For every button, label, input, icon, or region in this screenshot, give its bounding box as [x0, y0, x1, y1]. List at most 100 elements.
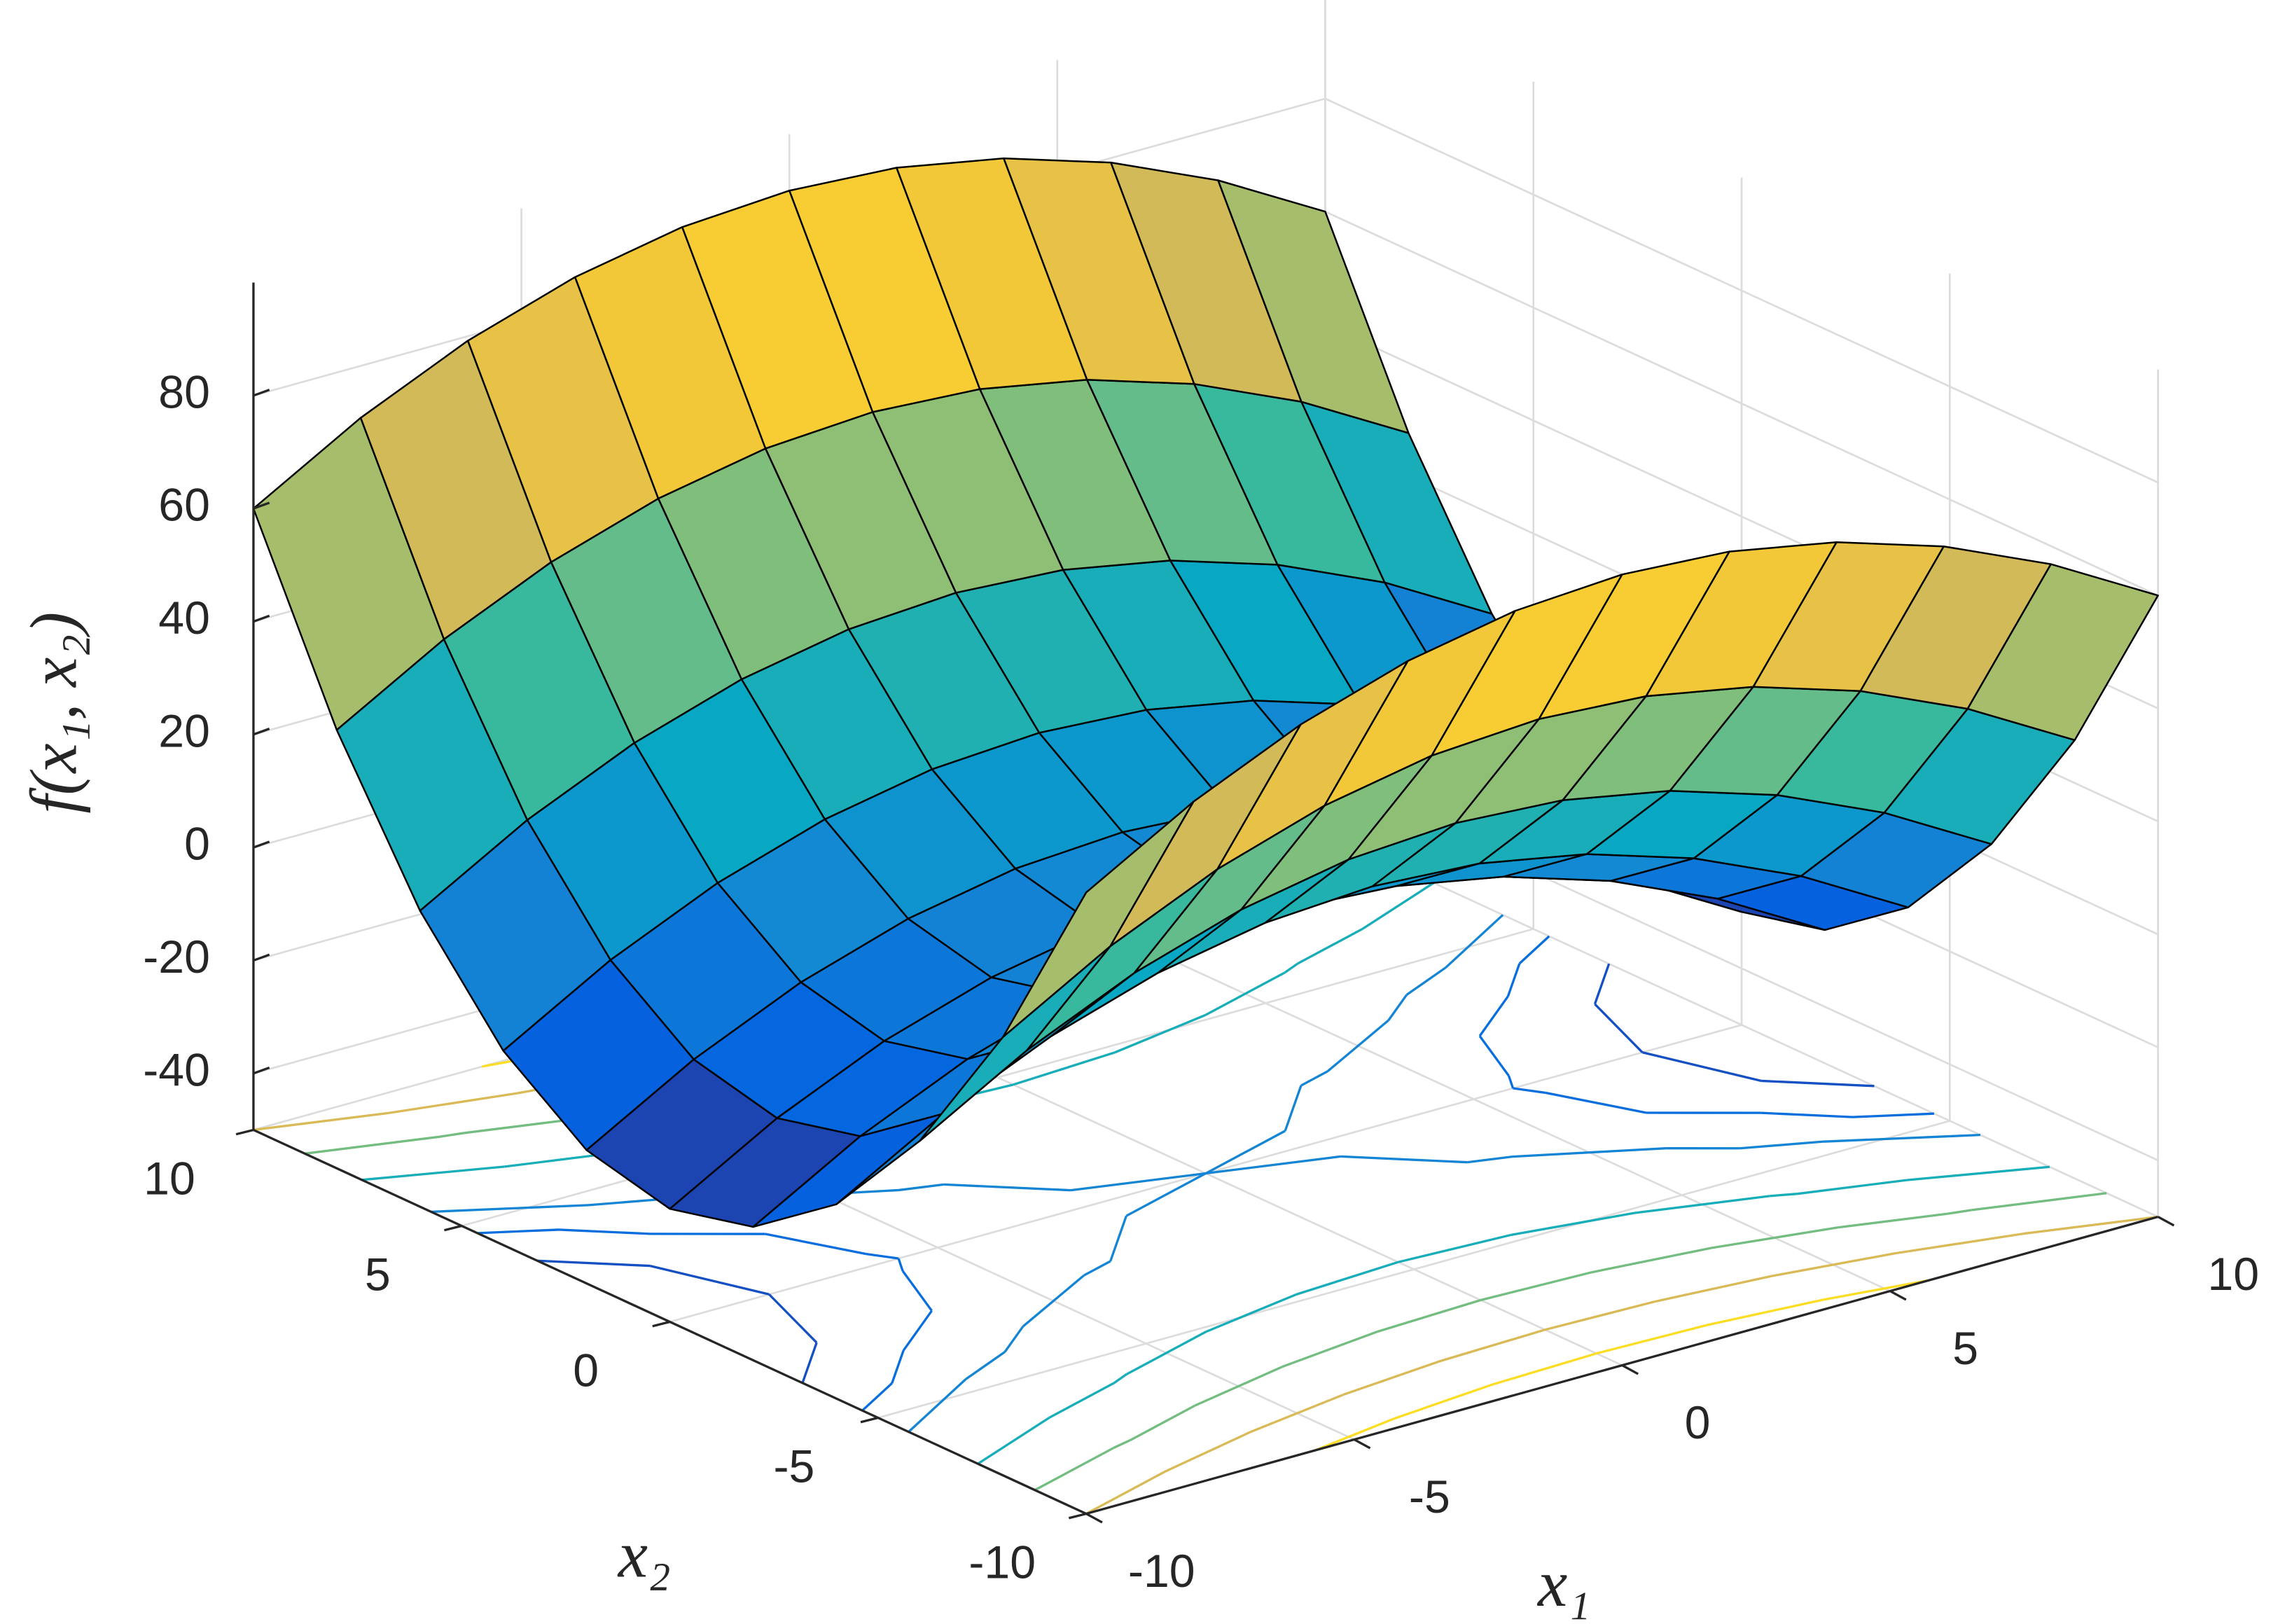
y-tick-label: 10 — [144, 1153, 195, 1205]
x-tick-label: 10 — [2207, 1249, 2259, 1300]
grid-line — [877, 1120, 1950, 1419]
y-tick — [1068, 1512, 1087, 1520]
contour-line — [943, 1183, 1071, 1192]
contour-line — [1022, 1274, 1085, 1328]
contour-line — [1070, 1172, 1207, 1192]
contour-line — [1085, 1470, 1167, 1515]
contour-line — [1204, 971, 1286, 1016]
contour-line — [891, 1349, 905, 1384]
surface-patch — [1002, 800, 1195, 1039]
contour-line — [1297, 928, 1363, 965]
x-tick-label: 5 — [1952, 1323, 1978, 1375]
contour-line — [1003, 1326, 1025, 1353]
contour-line — [1125, 1172, 1207, 1217]
contour-line — [1361, 882, 1435, 931]
contour-line — [431, 1204, 589, 1214]
contour-line — [1083, 1260, 1111, 1277]
contour-line — [897, 1258, 904, 1272]
z-tick-label: -40 — [143, 1044, 210, 1096]
contour-line — [1546, 1091, 1647, 1114]
contour-line — [1761, 1079, 1875, 1088]
grid-line — [1324, 97, 2159, 484]
contour-line — [439, 1132, 465, 1138]
contour-line — [1760, 1111, 1853, 1118]
y-tick-label: 5 — [365, 1249, 391, 1300]
x-tick — [1085, 1513, 1103, 1524]
grid-line — [1324, 210, 2159, 597]
contour-line — [1282, 1330, 1378, 1368]
contour-line — [1478, 995, 1509, 1037]
contour-line — [649, 1264, 770, 1296]
y-tick — [444, 1224, 462, 1232]
contour-line — [1013, 1051, 1116, 1086]
contour-line — [1130, 1404, 1196, 1441]
contour-line — [1838, 1212, 1947, 1229]
x-tick — [1621, 1364, 1639, 1375]
x-axis-label: x₁ — [1536, 1546, 1590, 1620]
layer: -10 -5 0 5 10 -10 -5 0 5 10 -40 -20 0 20 40 60 80 — [143, 282, 2259, 1597]
contour-line — [1771, 1252, 1895, 1277]
z-axis-label: f(x₁, x₂) — [17, 612, 91, 814]
contour-line — [1205, 1155, 1341, 1175]
contour-line — [765, 1233, 866, 1256]
contour-line — [1797, 1179, 1908, 1195]
contour-line — [361, 1165, 505, 1181]
contour-line — [1300, 1070, 1328, 1087]
contour-line — [768, 1293, 818, 1344]
z-tick — [253, 728, 270, 736]
z-tick — [253, 389, 270, 397]
contour-line — [1342, 1359, 1442, 1396]
z-tick-label: 0 — [184, 819, 210, 870]
y-tick — [652, 1320, 670, 1328]
x-tick — [1354, 1438, 1371, 1450]
contour-line — [1377, 1298, 1481, 1333]
contour-line — [1387, 994, 1408, 1021]
z-tick-label: -20 — [143, 931, 210, 983]
contour-line — [1513, 1087, 1546, 1095]
contour-line — [1398, 1233, 1512, 1263]
contour-line — [1823, 1133, 1981, 1143]
contour-line — [1034, 1446, 1115, 1492]
contour-line — [464, 1118, 574, 1134]
layer — [252, 157, 2159, 1228]
contour-line — [1591, 1247, 1711, 1274]
contour-line — [801, 1342, 818, 1384]
contour-line — [1852, 1112, 1934, 1118]
contour-line — [1405, 966, 1447, 996]
contour-line — [1165, 1430, 1252, 1473]
z-tick — [253, 953, 270, 962]
contour-line — [1048, 1382, 1115, 1419]
z-tick-label: 20 — [158, 705, 210, 757]
contour-line — [1205, 1130, 1286, 1174]
contour-line — [1906, 1165, 2050, 1181]
z-tick — [253, 501, 270, 510]
contour-line — [388, 1092, 518, 1114]
contour-line — [908, 1378, 967, 1433]
contour-line — [305, 1135, 440, 1155]
contour-line — [1594, 1003, 1644, 1053]
contour-line — [1284, 962, 1299, 974]
contour-line — [253, 1111, 389, 1132]
z-tick — [253, 614, 270, 623]
z-tick-label: 60 — [158, 480, 210, 532]
contour-line — [1478, 1035, 1510, 1077]
contour-line — [898, 1183, 945, 1192]
contour-line — [1445, 914, 1504, 969]
contour-line — [477, 1228, 560, 1235]
contour-line — [1947, 1209, 1972, 1215]
contour-line — [1440, 1328, 1546, 1362]
contour-line — [1544, 1300, 1656, 1331]
contour-line — [902, 1310, 933, 1352]
contour-line — [1706, 1298, 1824, 1326]
contour-line — [1113, 1438, 1132, 1449]
y-tick-label: -10 — [968, 1537, 1036, 1589]
contour-line — [1251, 1394, 1344, 1433]
contour-line — [1205, 1293, 1298, 1333]
contour-line — [1641, 1051, 1762, 1083]
z-tick-label: 80 — [158, 366, 210, 418]
contour-line — [1284, 1085, 1303, 1132]
y-tick — [235, 1128, 254, 1136]
y-tick — [860, 1416, 879, 1424]
contour-line — [1194, 1366, 1283, 1407]
